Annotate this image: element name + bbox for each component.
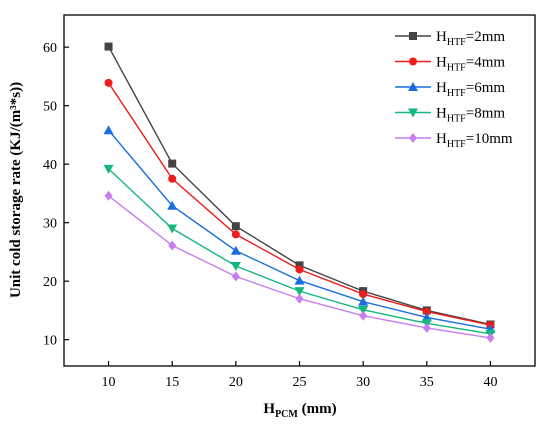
x-axis: 10 15 20 25 30 35 40 <box>102 361 497 390</box>
data-point <box>230 261 241 271</box>
x-axis-title-sub: PCM <box>275 409 298 420</box>
data-point <box>294 287 305 297</box>
x-tick-label: 25 <box>293 375 307 390</box>
legend-entry: HHTF=8mm <box>395 106 505 125</box>
y-tick-label: 10 <box>43 334 57 349</box>
x-tick-label: 20 <box>229 375 243 390</box>
legend-label: HHTF=4mm <box>436 55 505 74</box>
series-layer <box>103 42 496 343</box>
data-point <box>231 230 240 239</box>
data-point <box>294 275 305 285</box>
data-point <box>231 222 240 231</box>
data-point <box>167 200 178 210</box>
data-point <box>168 240 177 251</box>
data-point <box>422 322 431 333</box>
data-point <box>103 125 114 135</box>
y-axis-title: Unit cold storage rate (KJ/(m³*s)) <box>8 82 24 298</box>
data-point <box>359 310 368 321</box>
legend-marker <box>409 133 417 143</box>
x-axis-title: HPCM (mm) <box>263 401 336 420</box>
y-tick-label: 20 <box>43 275 57 290</box>
legend-label: HHTF=2mm <box>436 29 505 48</box>
y-tick-label: 40 <box>43 158 57 173</box>
legend-entry: HHTF=4mm <box>395 55 505 74</box>
legend: HHTF=2mm HHTF=4mm HHTF=6mm HHTF=8mm HHTF=10m… <box>395 29 513 150</box>
legend-marker <box>409 57 417 66</box>
y-tick-label: 50 <box>43 100 57 115</box>
data-point <box>104 190 113 201</box>
y-tick-label: 30 <box>43 217 57 232</box>
legend-entry: HHTF=6mm <box>395 80 505 99</box>
legend-label: HHTF=8mm <box>436 106 505 125</box>
legend-entry: HHTF=2mm <box>395 29 505 48</box>
x-tick-label: 10 <box>102 375 116 390</box>
data-point <box>358 296 369 306</box>
series-line <box>108 168 491 335</box>
data-point <box>167 224 178 234</box>
legend-marker <box>408 108 418 118</box>
data-point <box>295 261 304 270</box>
data-point <box>421 312 432 322</box>
data-point <box>230 245 241 255</box>
legend-label: HHTF=6mm <box>436 80 505 99</box>
x-tick-label: 15 <box>165 375 179 390</box>
y-tick-label: 60 <box>43 41 57 56</box>
data-point <box>358 305 369 315</box>
x-tick-label: 35 <box>420 375 434 390</box>
legend-entry: HHTF=10mm <box>395 131 513 150</box>
data-point <box>104 78 113 87</box>
data-point <box>231 271 240 282</box>
data-point <box>103 164 114 174</box>
data-point <box>168 174 177 183</box>
data-point <box>359 290 368 299</box>
data-point <box>486 332 495 343</box>
legend-marker <box>409 32 417 40</box>
data-point <box>422 307 431 316</box>
series-2 <box>104 78 495 330</box>
data-point <box>104 42 113 51</box>
x-tick-label: 40 <box>483 375 497 390</box>
legend-marker <box>408 82 418 91</box>
y-axis: 10 20 30 40 50 60 <box>43 41 69 349</box>
x-axis-title-main: H <box>263 401 275 417</box>
x-tick-label: 30 <box>356 375 370 390</box>
data-point <box>168 159 177 168</box>
data-point <box>295 293 304 304</box>
x-axis-title-rest: (mm) <box>298 401 337 417</box>
series-5 <box>104 190 495 343</box>
legend-label: HHTF=10mm <box>436 131 513 150</box>
data-point <box>295 265 304 274</box>
